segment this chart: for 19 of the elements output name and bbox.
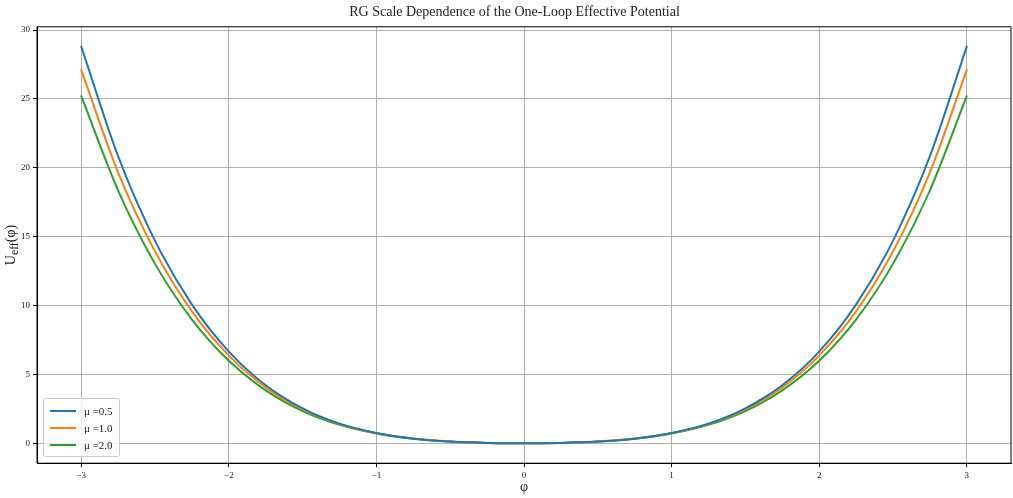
x-tick-label: 2: [816, 469, 822, 480]
y-tick-label: 15: [21, 231, 31, 242]
y-tick-label: 5: [25, 368, 31, 379]
x-tick-label: −2: [224, 469, 234, 480]
y-tick-label: 20: [21, 162, 31, 173]
y-tick-label: 30: [21, 24, 31, 35]
x-axis-title: φ: [519, 479, 529, 496]
y-tick-label: 25: [21, 93, 31, 104]
x-tick-label: 3: [964, 469, 970, 480]
legend-label: μ =0.5: [84, 404, 113, 417]
legend-label: μ =1.0: [84, 421, 113, 434]
x-tick-label: 1: [669, 469, 674, 480]
x-tick-label: 0: [521, 469, 527, 480]
x-tick-label: −3: [76, 469, 87, 480]
chart-title: RG Scale Dependence of the One-Loop Effective Potential: [349, 4, 680, 20]
legend-label: μ =2.0: [84, 438, 113, 451]
y-tick-label: 0: [25, 437, 31, 448]
y-tick-label: 10: [21, 299, 31, 310]
x-tick-label: −1: [371, 469, 382, 480]
